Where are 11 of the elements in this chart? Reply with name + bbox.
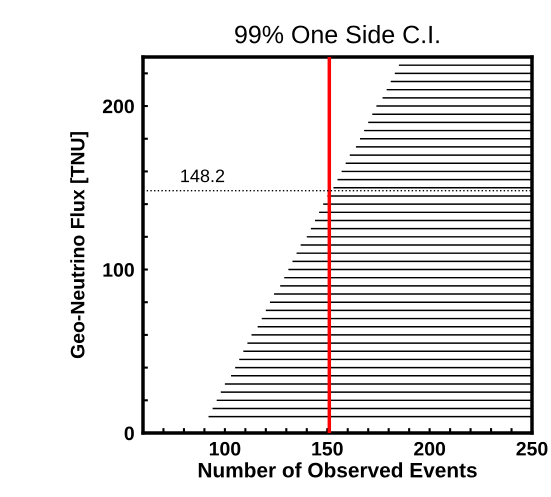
x-tick-label: 100 [210,442,240,456]
ref-line-label: 148.2 [181,169,224,182]
y-tick-label: 100 [103,262,134,277]
y-tick-label: 0 [124,426,134,440]
x-axis-title: Number of Observed Events [198,462,477,478]
y-tick-label: 200 [102,100,134,114]
x-tick-label: 150 [312,442,343,456]
x-tick-label: 200 [414,442,446,456]
x-tick-label: 250 [516,442,548,456]
y-axis-title: Geo-Neutrino Flux [TNU] [70,132,88,358]
chart-title: 99% One Side C.I. [235,24,439,44]
